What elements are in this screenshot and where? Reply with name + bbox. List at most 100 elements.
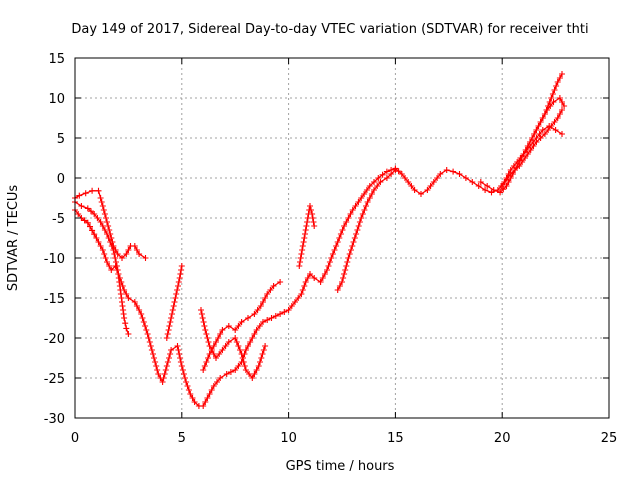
data-point [304,219,311,225]
data-point [247,339,254,345]
data-point [348,247,354,253]
data-point [112,255,119,261]
data-point [262,295,269,301]
grid [75,58,609,418]
data-point [358,195,365,201]
data-point [301,283,308,289]
data-point [202,399,209,405]
data-point [253,367,260,373]
data-point [333,243,340,249]
data-series [72,187,149,261]
data-point [310,219,317,225]
data-point [351,235,358,241]
data-point [341,271,348,277]
data-point [544,107,551,113]
x-axis-label: GPS time / hours [286,459,395,474]
y-tick-label: 5 [57,132,65,147]
data-point [339,227,346,233]
data-point [326,259,333,265]
data-point [205,355,211,361]
data-point [249,375,256,381]
data-point [522,155,528,161]
data-point [545,127,552,133]
data-point [154,367,161,373]
data-point [76,192,83,199]
data-point [356,219,363,225]
data-point [163,363,170,369]
data-point [304,275,311,281]
data-point [334,287,341,293]
series-trace [200,309,266,379]
data-point [530,143,537,149]
series-trace [480,73,563,194]
data-point [482,187,489,193]
data-point [353,231,360,237]
data-point [355,199,362,205]
data-point [388,171,395,177]
data-point [350,239,357,245]
data-point [340,275,347,281]
data-point [116,279,123,285]
data-point [541,111,548,117]
data-point [225,339,232,345]
data-point [516,163,523,169]
data-point [383,175,390,181]
data-point [307,203,313,209]
data-point [104,259,110,265]
data-point [123,251,130,257]
chart-title: Day 149 of 2017, Sidereal Day-to-day VTE… [71,22,588,37]
data-series [477,71,565,196]
data-point [88,208,94,215]
data-point [177,271,184,277]
data-point [123,325,130,332]
data-point [331,247,338,253]
data-point [299,247,306,253]
data-point [300,239,307,245]
data-point [208,387,215,393]
data-point [366,195,373,201]
data-point [217,375,224,381]
data-point [328,255,335,261]
data-point [219,347,226,353]
data-point [556,75,563,81]
data-point [302,231,308,237]
data-point [105,223,112,229]
data-point [361,207,368,213]
data-point [507,171,514,177]
data-point [227,369,234,375]
series-layer [72,71,568,409]
data-point [272,313,279,319]
data-point [191,399,198,405]
data-series [296,203,318,269]
data-point [147,343,154,349]
data-point [78,203,85,209]
y-tick-label: 10 [48,92,65,107]
data-point [200,367,207,373]
data-point [200,319,207,325]
data-point [75,211,82,217]
data-point [184,383,191,389]
data-point [259,351,266,357]
data-point [548,123,555,129]
data-point [242,367,249,373]
data-point [119,303,126,309]
data-point [97,243,104,249]
data-point [524,151,531,157]
data-point [366,183,373,189]
data-point [307,271,313,277]
data-series [198,307,269,381]
data-point [169,307,176,313]
data-point [249,335,256,341]
data-point [405,179,412,185]
data-point [98,199,105,205]
data-point [123,291,130,297]
data-point [202,327,209,333]
x-tick-label: 25 [601,431,618,446]
data-point [245,343,251,349]
data-point [531,131,538,137]
data-point [267,287,274,293]
data-series [163,263,185,341]
data-point [371,187,377,193]
data-point [178,363,185,369]
data-series [499,107,565,189]
